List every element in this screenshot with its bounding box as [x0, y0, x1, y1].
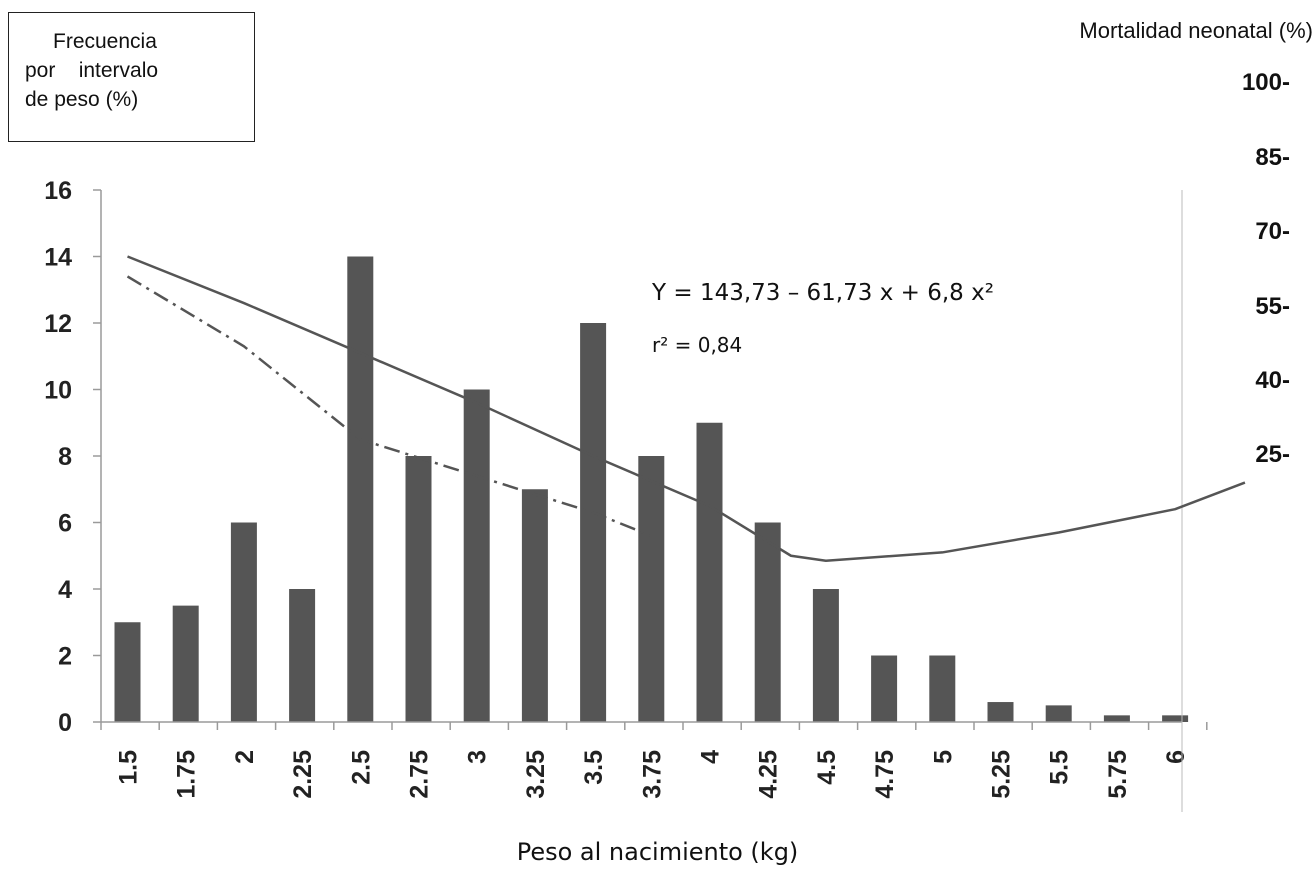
- left-axis-title-line-3: de peso (%): [25, 88, 139, 111]
- bar: [929, 655, 956, 722]
- bar: [521, 489, 548, 722]
- x-axis: 1.5 1.75 2 2.25 2.5 2.75 3 3.25 3.5 3.75 4 4.25 4.5 4…: [100, 190, 1208, 812]
- y-tick-label: 10: [44, 377, 72, 405]
- y-tick-label: 4: [58, 576, 72, 604]
- bar: [754, 522, 781, 722]
- right-axis: 100- 85- 70- 55- 40- 25-: [1242, 69, 1290, 468]
- x-tick-label: 3: [464, 750, 492, 764]
- x-tick-label: 5.75: [1104, 750, 1132, 799]
- x-axis-title: Peso al nacimiento (kg): [516, 838, 799, 866]
- bar: [580, 323, 607, 722]
- y-tick-label: 12: [44, 310, 72, 338]
- bar: [114, 622, 141, 722]
- left-axis-title-box: Frecuencia por intervalo de peso (%): [8, 12, 255, 142]
- right-tick-label: 40-: [1255, 367, 1290, 394]
- bar: [696, 422, 723, 722]
- left-axis: 0 2 4 6 8 10 12 14 16: [44, 177, 102, 737]
- x-tick-label: 5.5: [1046, 750, 1074, 785]
- x-tick-label: 5.25: [988, 750, 1016, 799]
- x-tick-label: 5: [929, 750, 957, 764]
- bars: [114, 256, 1189, 722]
- r2-annotation: r² = 0,84: [652, 333, 742, 357]
- bar: [987, 702, 1014, 722]
- bar: [1103, 715, 1130, 722]
- x-tick-label: 2.25: [289, 750, 317, 799]
- bar: [347, 256, 374, 722]
- x-tick-label: 2.5: [347, 750, 375, 785]
- x-tick-label: 4.75: [871, 750, 899, 799]
- right-tick-label: 70-: [1255, 218, 1290, 245]
- bar: [871, 655, 898, 722]
- bar: [172, 605, 199, 722]
- y-tick-label: 2: [58, 643, 72, 671]
- dashdot-mortality-curve: [126, 275, 652, 537]
- bar: [638, 456, 665, 722]
- x-tick-label: 3.5: [580, 750, 608, 785]
- bar: [463, 389, 490, 722]
- x-tick-label: 4: [697, 750, 725, 764]
- y-tick-label: 0: [58, 709, 72, 737]
- equation-annotation: Y = 143,73 – 61,73 x + 6,8 x²: [651, 280, 994, 306]
- bar: [405, 456, 432, 722]
- x-tick-label: 3.25: [522, 750, 550, 799]
- right-tick-label: 85-: [1255, 144, 1290, 171]
- y-tick-label: 14: [44, 244, 72, 272]
- bar: [812, 589, 839, 722]
- y-tick-label: 16: [44, 177, 72, 205]
- trend-lines: [126, 255, 1246, 562]
- x-tick-label: 4.25: [755, 750, 783, 799]
- x-tick-label: 2.75: [406, 750, 434, 799]
- right-tick-label: 100-: [1242, 69, 1290, 96]
- y-tick-label: 6: [58, 510, 72, 538]
- bar: [230, 522, 257, 722]
- right-axis-title: Mortalidad neonatal (%): [1079, 18, 1313, 43]
- x-tick-label: 3.75: [638, 750, 666, 799]
- solid-mortality-curve: [127, 255, 1246, 562]
- left-axis-title-line-2: por intervalo: [25, 59, 159, 82]
- x-tick-label: 1.5: [115, 750, 143, 785]
- bar: [1045, 705, 1072, 722]
- right-tick-label: 25-: [1255, 441, 1290, 468]
- x-tick-label: 1.75: [173, 750, 201, 799]
- left-axis-title-line-1: Frecuencia: [53, 30, 157, 53]
- x-tick-label: 4.5: [813, 750, 841, 785]
- bar: [1162, 715, 1189, 722]
- y-tick-label: 8: [58, 443, 72, 471]
- bar: [289, 589, 316, 722]
- x-tick-label: 6: [1162, 750, 1190, 764]
- right-tick-label: 55-: [1255, 293, 1290, 320]
- x-tick-label: 2: [231, 750, 259, 764]
